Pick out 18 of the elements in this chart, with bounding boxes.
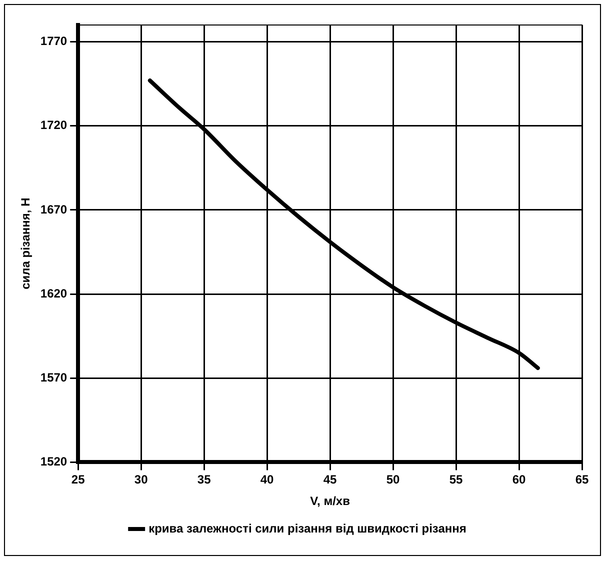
y-tick-label: 1720: [40, 118, 68, 132]
y-tick-label: 1770: [40, 34, 68, 48]
y-tick-label: 1570: [40, 370, 68, 384]
y-axis-title: сила різання, Н: [18, 198, 33, 290]
legend-label: крива залежності сили різання від швидкості різання: [148, 521, 466, 536]
x-tick-label: 65: [575, 472, 589, 487]
x-tick-label: 50: [386, 472, 400, 487]
x-tick-label: 40: [260, 472, 274, 487]
x-tick-label: 35: [197, 472, 212, 487]
x-tick-label: 25: [71, 472, 86, 487]
y-tick-label: 1670: [40, 202, 68, 216]
x-tick-label: 55: [449, 472, 464, 487]
x-tick-label: 60: [512, 472, 526, 487]
x-tick-label: 45: [323, 472, 338, 487]
x-axis-title: V, м/хв: [310, 494, 350, 508]
x-tick-label: 30: [134, 472, 148, 487]
y-tick-label: 1520: [40, 454, 68, 469]
y-tick-label: 1620: [40, 286, 68, 300]
